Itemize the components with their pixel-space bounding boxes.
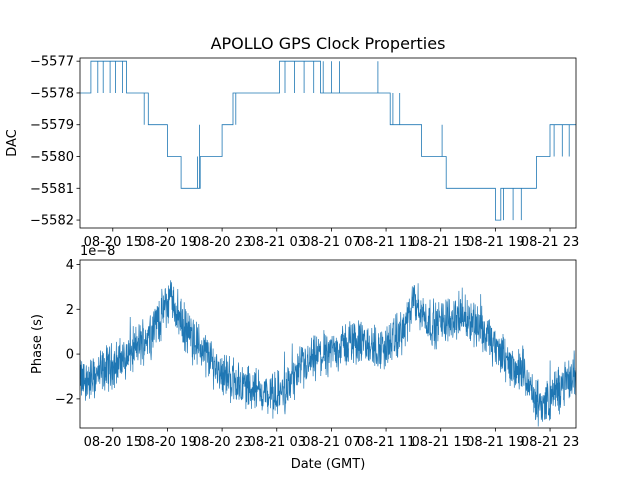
dac-xtick-label: 08-20 23: [193, 235, 251, 250]
dac-xtick-label: 08-21 19: [466, 235, 524, 250]
dac-ytick-label: −5582: [30, 214, 74, 229]
dac-ytick-label: −5577: [30, 55, 74, 70]
dac-y-axis-label: DAC: [5, 129, 20, 157]
dac-xtick-label: 08-21 15: [412, 235, 470, 250]
phase-xtick-label: 08-20 15: [84, 435, 142, 450]
dac-ytick-label: −5580: [30, 150, 74, 165]
dac-xtick-label: 08-20 19: [138, 235, 196, 250]
figure-title: APOLLO GPS Clock Properties: [211, 34, 446, 53]
phase-xtick-label: 08-21 23: [521, 435, 579, 450]
dac-ytick-label: −5579: [30, 118, 74, 133]
phase-offset-label: 1e−8: [80, 244, 115, 259]
phase-xtick-label: 08-21 03: [248, 435, 306, 450]
phase-xtick-label: 08-21 15: [412, 435, 470, 450]
figure: APOLLO GPS Clock Properties −5577 −5578 −5…: [0, 0, 640, 480]
phase-x-axis-label: Date (GMT): [291, 457, 366, 472]
phase-ytick-label: 4: [66, 258, 74, 273]
phase-ytick-label: 2: [66, 303, 74, 318]
phase-xtick-label: 08-21 07: [302, 435, 360, 450]
dac-xtick-label: 08-21 07: [302, 235, 360, 250]
dac-xtick-label: 08-21 23: [521, 235, 579, 250]
dac-ytick-label: −5578: [30, 86, 74, 101]
phase-xtick-label: 08-20 23: [193, 435, 251, 450]
dac-ytick-label: −5581: [30, 182, 74, 197]
phase-xtick-label: 08-21 19: [466, 435, 524, 450]
dac-xtick-label: 08-21 03: [248, 235, 306, 250]
phase-y-axis-label: Phase (s): [30, 314, 45, 374]
phase-ytick-label: −2: [55, 392, 74, 407]
phase-xtick-label: 08-20 19: [138, 435, 196, 450]
dac-xtick-label: 08-21 11: [357, 235, 415, 250]
phase-xtick-label: 08-21 11: [357, 435, 415, 450]
phase-ytick-label: 0: [66, 348, 74, 363]
